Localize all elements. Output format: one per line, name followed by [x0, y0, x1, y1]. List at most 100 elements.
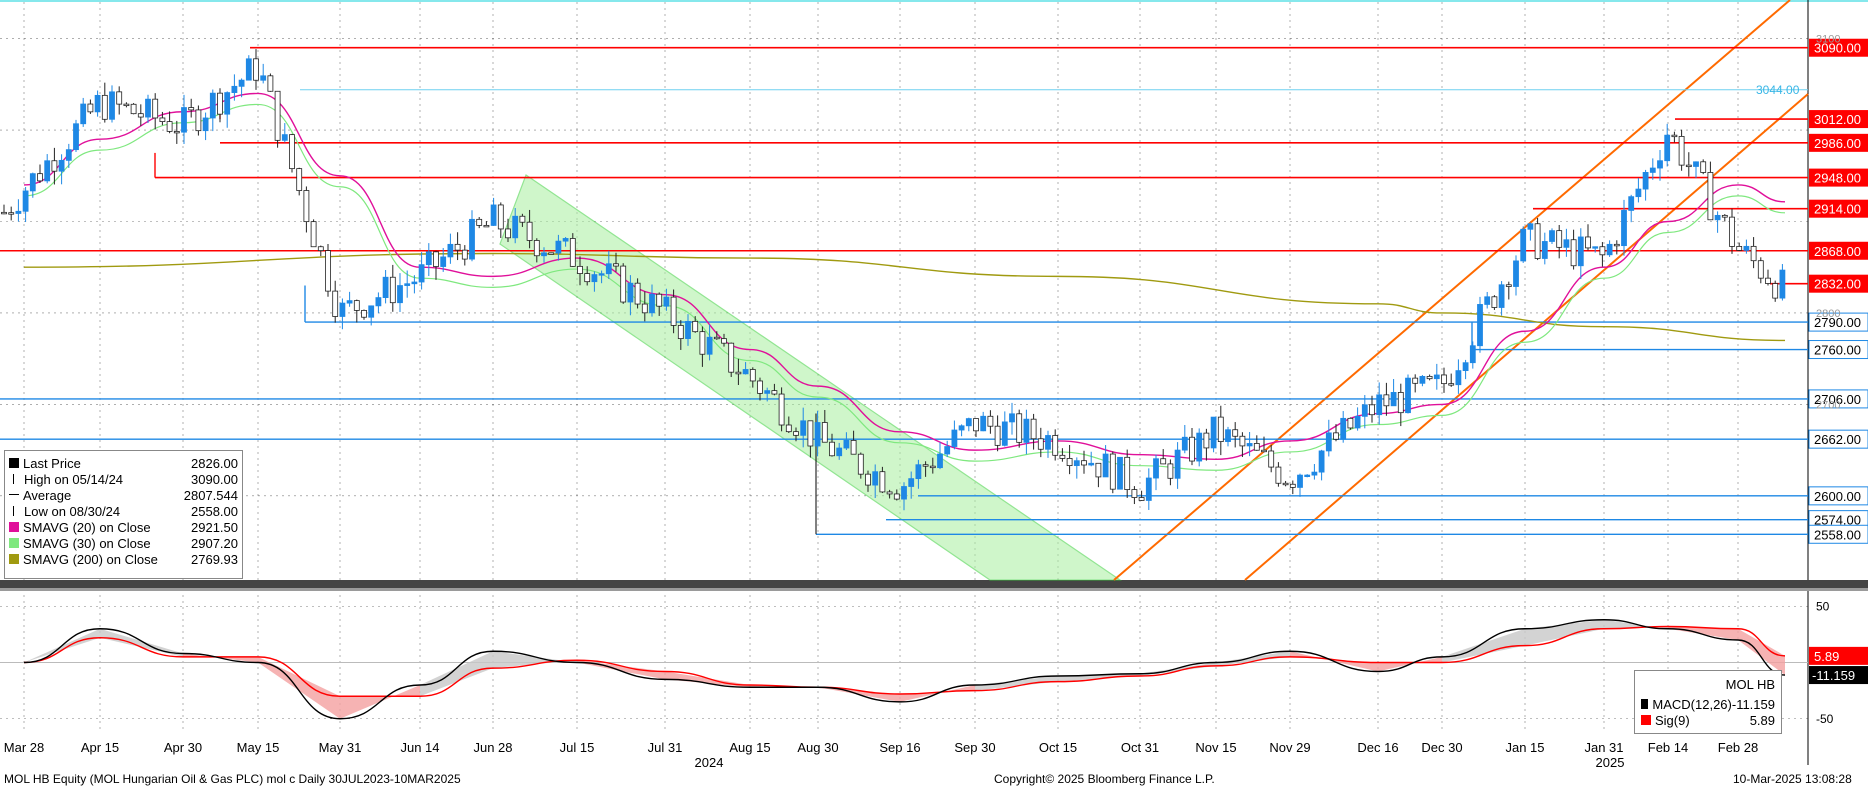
- macd-histogram-fill: [258, 656, 340, 719]
- resistance-label-box: [1809, 38, 1868, 57]
- x-tick-label: Apr 30: [164, 740, 202, 755]
- candle-body: [1635, 188, 1642, 198]
- candle-body: [1225, 429, 1231, 442]
- candle-body: [1160, 458, 1167, 465]
- candle-body: [1685, 164, 1692, 168]
- candle-body: [87, 103, 94, 113]
- candle-body: [1261, 449, 1267, 453]
- candle-body: [1325, 432, 1332, 452]
- legend-value: 2921.50: [191, 519, 238, 535]
- candle-body: [1304, 474, 1311, 477]
- candle-body: [1282, 482, 1289, 486]
- candle-body: [1016, 413, 1023, 443]
- candle-body: [1318, 450, 1325, 473]
- candle-body: [613, 263, 619, 267]
- resistance-label: 3090.00: [1814, 41, 1861, 56]
- candle-body: [310, 221, 317, 248]
- candle-body: [317, 246, 324, 251]
- candle-body: [173, 131, 180, 134]
- low-marker-icon: [13, 506, 15, 516]
- candle-body: [591, 274, 598, 283]
- macd-y-tick-label: 50: [1816, 599, 1830, 613]
- candle-body: [533, 240, 540, 257]
- candle-body: [1045, 435, 1051, 450]
- candle-body: [519, 215, 526, 223]
- candle-body: [1059, 454, 1066, 459]
- support-label-box: [1808, 486, 1868, 506]
- candle-body: [22, 190, 29, 212]
- support-label: 2760.00: [1814, 343, 1861, 358]
- candle-body: [281, 134, 288, 141]
- candle-body: [346, 300, 353, 304]
- x-tick-label: Jun 28: [473, 740, 512, 755]
- support-label: 2558.00: [1814, 527, 1861, 542]
- candle-body: [418, 264, 425, 283]
- x-tick-label: Dec 30: [1421, 740, 1462, 755]
- candle-body: [397, 285, 403, 304]
- candle-body: [1419, 375, 1426, 384]
- candle-body: [908, 478, 915, 487]
- candle-body: [289, 134, 295, 170]
- macd-histogram-fill: [1525, 619, 1604, 646]
- macd-histogram-fill: [493, 651, 577, 669]
- support-label-box: [1808, 429, 1868, 449]
- candle-body: [901, 486, 907, 500]
- candle-body: [1073, 460, 1080, 467]
- candle-body: [1729, 216, 1735, 247]
- candle-body: [461, 249, 468, 260]
- legend-row-high: High on 05/14/24 3090.00: [9, 471, 238, 487]
- candle-body: [411, 281, 418, 285]
- resistance-label: 2948.00: [1814, 171, 1861, 186]
- candle-body: [951, 429, 958, 447]
- candle-body: [8, 212, 15, 215]
- candle-body: [1383, 394, 1390, 407]
- candle-body: [749, 369, 756, 382]
- candle-body: [1117, 456, 1123, 490]
- candle-body: [1023, 418, 1030, 443]
- candle-body: [634, 282, 641, 305]
- legend-swatch: [1641, 715, 1651, 725]
- candle-body: [850, 440, 857, 455]
- candle-body: [1196, 432, 1203, 462]
- candle-body: [1772, 283, 1779, 299]
- candle-body: [51, 160, 58, 172]
- legend-value: 2769.93: [191, 551, 238, 567]
- candle-body: [447, 243, 454, 258]
- candle-body: [1477, 304, 1483, 347]
- legend-label: Sig(9): [1655, 712, 1690, 728]
- candle-body: [1145, 477, 1152, 501]
- macd-legend-title: MOL HB: [1725, 677, 1775, 692]
- candle-body: [1448, 383, 1455, 386]
- candle-body: [1541, 241, 1548, 259]
- x-tick-label: Feb 14: [1648, 740, 1688, 755]
- candle-body: [368, 305, 375, 318]
- candle-body: [1534, 223, 1541, 259]
- legend-row-last-price: Last Price 2826.00: [9, 455, 238, 471]
- y-tick-label: 2700: [1816, 399, 1840, 411]
- candle-body: [469, 218, 475, 260]
- x-tick-label: Oct 31: [1121, 740, 1159, 755]
- candle-body: [512, 215, 519, 239]
- signal-line: [23, 625, 1786, 697]
- candle-body: [1469, 345, 1476, 364]
- candle-body: [1153, 458, 1159, 479]
- candle-body: [245, 58, 252, 81]
- candle-body: [260, 75, 267, 81]
- candle-body: [1707, 172, 1714, 221]
- candle-body: [209, 92, 216, 119]
- candle-body: [929, 465, 936, 469]
- resistance-label-box: [1809, 241, 1868, 260]
- candle-body: [130, 103, 137, 115]
- candle-body: [1700, 161, 1707, 173]
- candle-body: [44, 160, 51, 182]
- candle-body: [1527, 223, 1534, 230]
- x-tick-label: Aug 15: [729, 740, 770, 755]
- legend-row-low: Low on 08/30/24 2558.00: [9, 503, 238, 519]
- candle-body: [109, 91, 115, 120]
- candle-body: [721, 338, 727, 344]
- candle-body: [483, 224, 490, 228]
- candle-body: [1275, 466, 1282, 484]
- candle-body: [1239, 435, 1246, 447]
- candle-body: [1585, 236, 1591, 249]
- candle-body: [814, 422, 821, 447]
